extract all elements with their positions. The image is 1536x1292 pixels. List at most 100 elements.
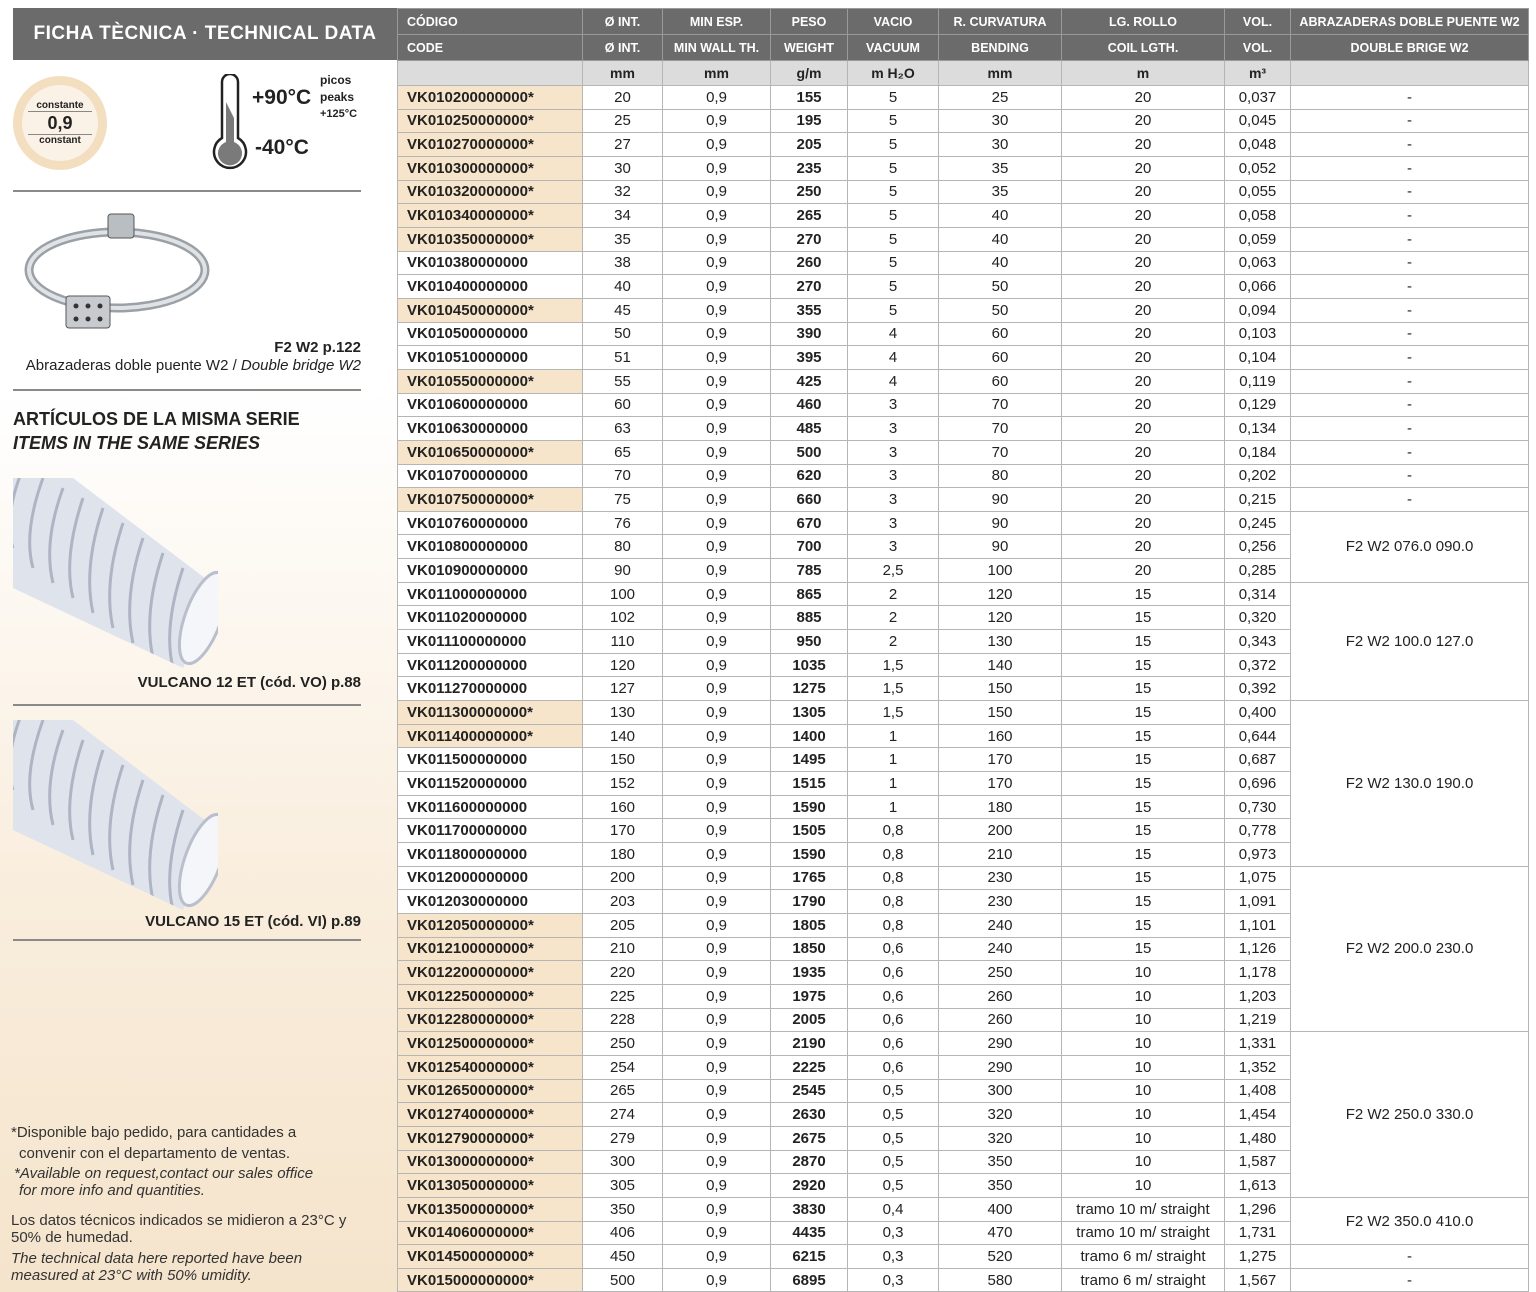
cell-coil-length: 10	[1061, 1102, 1225, 1127]
cell-vacuum: 0,5	[847, 1102, 939, 1127]
cell-volume: 0,134	[1224, 416, 1291, 441]
cell-weight: 2190	[770, 1031, 848, 1056]
cell-coil-length: 15	[1061, 605, 1225, 631]
cell-coil-length: 15	[1061, 889, 1225, 914]
cell-vacuum: 0,4	[847, 1196, 939, 1222]
cell-bending: 100	[938, 558, 1062, 583]
cell-inner-diameter: 160	[582, 794, 663, 820]
cell-coil-length: 20	[1061, 132, 1225, 157]
cell-weight: 265	[770, 203, 848, 228]
cell-clamp: -	[1290, 321, 1529, 347]
cell-coil-length: 20	[1061, 463, 1225, 489]
badge-value: 0,9	[28, 111, 92, 135]
cell-weight: 885	[770, 605, 848, 631]
cell-volume: 1,454	[1224, 1102, 1291, 1127]
cell-code: VK011020000000	[397, 605, 583, 631]
header-code: CODE	[397, 34, 583, 61]
cell-min-wall: 0,9	[662, 1173, 771, 1198]
cell-min-wall: 0,9	[662, 842, 771, 867]
cell-code: VK010900000000	[397, 558, 583, 583]
table-row: VK012000000000 200 0,9 1765 0,8 230 15 1,075 F2 …	[397, 865, 1529, 1033]
cell-code: VK011800000000	[397, 842, 583, 867]
cell-bending: 260	[938, 983, 1062, 1009]
clamp-image	[24, 213, 210, 329]
table-row: VK010630000000 63 0,9 485 3 70 20 0,134-	[397, 416, 1529, 441]
cell-min-wall: 0,9	[662, 1220, 771, 1246]
cell-coil-length: tramo 6 m/ straight	[1061, 1267, 1225, 1292]
cell-bending: 120	[938, 581, 1062, 607]
table-row: VK010800000000 80 0,9 700 3 90 20 0,256	[397, 534, 1529, 560]
cell-min-wall: 0,9	[662, 534, 771, 560]
cell-clamp: -	[1290, 463, 1529, 489]
header-inner-diameter: Ø INT.	[582, 8, 663, 35]
cell-bending: 250	[938, 960, 1062, 985]
cell-volume: 1,352	[1224, 1054, 1291, 1080]
cell-vacuum: 3	[847, 534, 939, 560]
cell-inner-diameter: 180	[582, 842, 663, 867]
cell-code: VK012030000000	[397, 889, 583, 914]
hose-image-vulcano-15	[13, 720, 218, 910]
cell-volume: 0,048	[1224, 132, 1291, 157]
table-row: VK010400000000 40 0,9 270 5 50 20 0,066-	[397, 274, 1529, 299]
table-row: VK010500000000 50 0,9 390 4 60 20 0,103-	[397, 321, 1529, 347]
cell-weight: 865	[770, 581, 848, 607]
cell-min-wall: 0,9	[662, 297, 771, 323]
cell-inner-diameter: 100	[582, 581, 663, 607]
cell-coil-length: 15	[1061, 723, 1225, 749]
series-link-vulcano-12[interactable]: VULCANO 12 ET (cód. VO) p.88	[137, 674, 361, 691]
cell-bending: 90	[938, 534, 1062, 560]
cell-bending: 470	[938, 1220, 1062, 1246]
cell-vacuum: 3	[847, 510, 939, 536]
cell-inner-diameter: 150	[582, 747, 663, 773]
cell-weight: 620	[770, 463, 848, 489]
cell-inner-diameter: 102	[582, 605, 663, 631]
cell-inner-diameter: 350	[582, 1196, 663, 1222]
cell-clamp: -	[1290, 345, 1529, 370]
cell-volume: 1,731	[1224, 1220, 1291, 1246]
cell-clamp: -	[1290, 85, 1529, 110]
table-row: VK010900000000 90 0,9 785 2,5 100 20 0,285	[397, 558, 1529, 583]
cell-weight: 195	[770, 108, 848, 134]
cell-vacuum: 2	[847, 629, 939, 654]
cell-inner-diameter: 205	[582, 912, 663, 938]
cell-volume: 0,104	[1224, 345, 1291, 370]
cell-coil-length: 20	[1061, 274, 1225, 299]
cell-inner-diameter: 225	[582, 983, 663, 1009]
cell-bending: 520	[938, 1244, 1062, 1269]
cell-code: VK011000000000	[397, 581, 583, 607]
header-code: CÓDIGO	[397, 8, 583, 35]
availability-note-en: *Available on request,contact our sales …	[14, 1165, 313, 1199]
cell-bending: 300	[938, 1078, 1062, 1104]
cell-min-wall: 0,9	[662, 1007, 771, 1033]
table-row: VK011000000000 100 0,9 865 2 120 15 0,314 F2 W2 …	[397, 581, 1529, 702]
cell-min-wall: 0,9	[662, 700, 771, 725]
cell-bending: 90	[938, 487, 1062, 512]
cell-bending: 400	[938, 1196, 1062, 1222]
cell-volume: 0,256	[1224, 534, 1291, 560]
cell-coil-length: 15	[1061, 629, 1225, 654]
cell-bending: 120	[938, 605, 1062, 631]
cell-vacuum: 0,6	[847, 960, 939, 985]
cell-vacuum: 4	[847, 368, 939, 394]
cell-code: VK012650000000*	[397, 1078, 583, 1104]
clamp-ref[interactable]: F2 W2 p.122	[274, 339, 361, 356]
cell-coil-length: tramo 10 m/ straight	[1061, 1220, 1225, 1246]
cell-volume: 0,400	[1224, 700, 1291, 725]
header-row-es: CÓDIGO Ø INT. MIN ESP. PESO VACIO R. CURVATUR…	[397, 8, 1529, 35]
table-row: VK010750000000* 75 0,9 660 3 90 20 0,215-	[397, 487, 1529, 512]
divider	[13, 190, 361, 192]
cell-coil-length: 15	[1061, 936, 1225, 962]
cell-code: VK011520000000	[397, 771, 583, 796]
cell-clamp: -	[1290, 226, 1529, 252]
cell-inner-diameter: 110	[582, 629, 663, 654]
cell-volume: 1,408	[1224, 1078, 1291, 1104]
cell-vacuum: 0,8	[847, 842, 939, 867]
table-row: VK014500000000* 450 0,9 6215 0,3 520 tramo 6 m…	[397, 1244, 1529, 1269]
table-row: VK011500000000 150 0,9 1495 1 170 15 0,687	[397, 747, 1529, 773]
note-line: measured at 23°C with 50% umidity.	[11, 1267, 252, 1284]
series-link-vulcano-15[interactable]: VULCANO 15 ET (cód. VI) p.89	[145, 913, 361, 930]
cell-volume: 1,613	[1224, 1173, 1291, 1198]
cell-min-wall: 0,9	[662, 747, 771, 773]
cell-weight: 2005	[770, 1007, 848, 1033]
cell-coil-length: 15	[1061, 865, 1225, 891]
